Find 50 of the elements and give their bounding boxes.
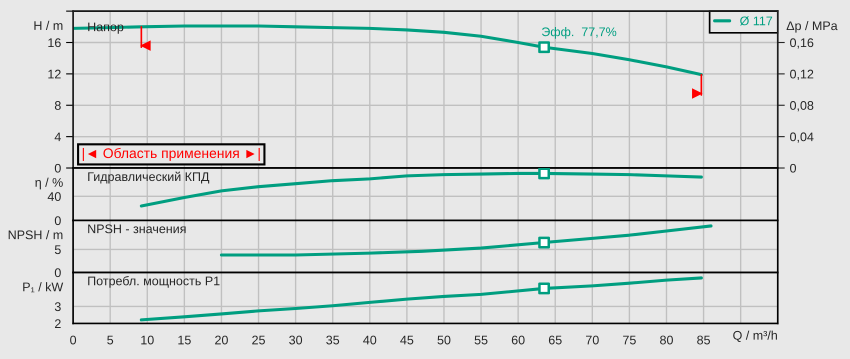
y-tick-label: 4 (54, 132, 61, 142)
x-tick-label: 35 (326, 336, 340, 344)
x-tick-label: 80 (660, 336, 673, 344)
annotation: |◄ Область применения ►| (82, 148, 260, 161)
chart-title: NPSH - значения (88, 224, 186, 234)
y-tick-label: 3 (54, 302, 61, 312)
y-tick-label: 12 (48, 70, 61, 78)
x-tick-label: 25 (252, 336, 265, 344)
line-series (140, 276, 703, 322)
x-tick-label: 20 (215, 336, 228, 344)
x-tick-label: 30 (289, 336, 302, 344)
legend-label: Ø 117 (740, 16, 772, 26)
y-axis-title: η / % (35, 178, 63, 190)
y2-axis-title: Δp / MPa (786, 20, 838, 33)
y-tick-label: 0 (54, 268, 61, 278)
x-tick-label: 65 (548, 336, 562, 344)
x-tick-label: 45 (400, 336, 414, 344)
x-tick-label: 40 (363, 336, 376, 344)
x-tick-label: 55 (474, 336, 488, 344)
y-tick-label: 16 (48, 38, 61, 48)
x-tick-label: 60 (512, 336, 525, 344)
x-tick-label: 50 (438, 336, 450, 344)
chart-title: Гидравлический КПД (88, 172, 210, 184)
y-axis-title: P₁ / kW (23, 282, 64, 292)
y2-tick-label: 0,04 (790, 132, 814, 143)
y-tick-label: 0 (54, 164, 61, 173)
y-tick-label: 40 (48, 192, 61, 201)
y2-tick-label: 0,12 (790, 70, 814, 80)
x-tick-label: 70 (586, 336, 599, 344)
x-tick-label: 15 (178, 336, 191, 344)
text: Напор (88, 22, 124, 34)
chart-title: Потребл. мощность P1 (88, 276, 220, 288)
x-tick-label: 0 (70, 336, 76, 344)
x-tick-label: 75 (623, 336, 636, 344)
x-tick-label: 10 (141, 336, 154, 344)
line-series (220, 224, 713, 257)
line-series (73, 24, 703, 76)
y-axis-title: NPSH / m (8, 230, 62, 240)
x-tick-label: 5 (107, 336, 114, 344)
y-axis-title: H / m (34, 20, 62, 30)
y2-tick-label: 0,16 (790, 38, 814, 49)
y-tick-label: 8 (54, 101, 61, 110)
x-axis-title: Q / m³/h (733, 330, 777, 342)
y-tick-label: 5 (54, 245, 61, 254)
y2-tick-label: 0,08 (790, 101, 814, 112)
y2-tick-label: 0 (790, 164, 796, 173)
x-tick-label: 85 (697, 336, 710, 344)
y-tick-label: 2 (54, 319, 61, 328)
annotation: Эфф. 77,7% (542, 27, 616, 39)
y-tick-label: 0 (54, 216, 61, 226)
